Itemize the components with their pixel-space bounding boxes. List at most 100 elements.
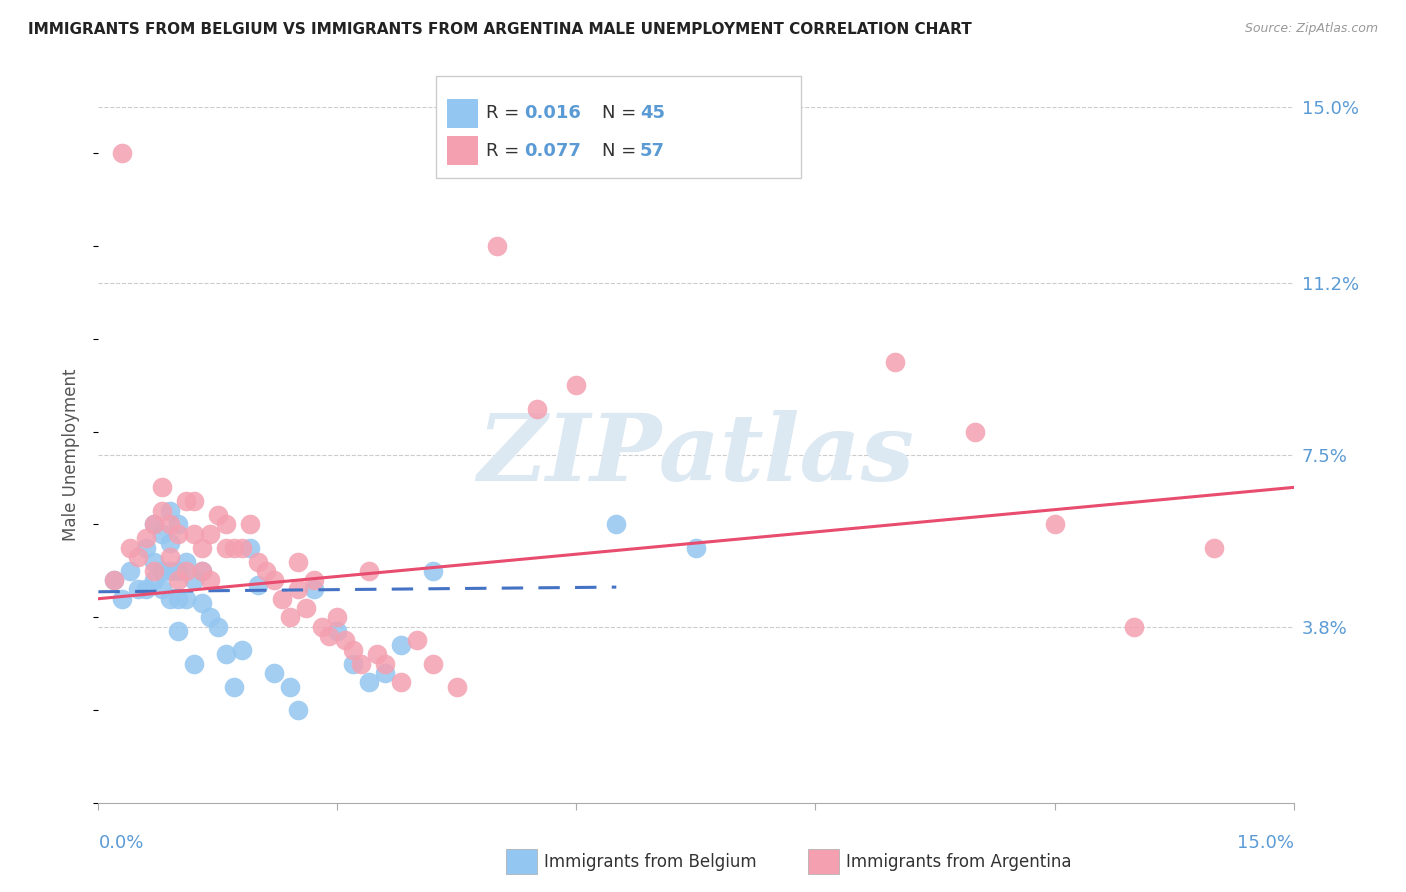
Text: ZIPatlas: ZIPatlas — [478, 410, 914, 500]
Point — [359, 675, 381, 690]
Point — [150, 582, 173, 597]
Text: 0.0%: 0.0% — [98, 834, 143, 852]
Point — [215, 648, 238, 662]
Point — [183, 494, 205, 508]
Point — [143, 555, 166, 569]
Point — [222, 680, 245, 694]
Point — [231, 541, 253, 555]
Point — [191, 541, 214, 555]
Point — [143, 517, 166, 532]
Text: 57: 57 — [640, 142, 665, 160]
Point — [287, 555, 309, 569]
Point — [150, 526, 173, 541]
Point — [246, 578, 269, 592]
Point — [159, 536, 181, 550]
Point — [159, 517, 181, 532]
Point — [191, 564, 214, 578]
Point — [263, 665, 285, 680]
Point — [963, 425, 986, 439]
Point — [183, 657, 205, 671]
Point — [127, 549, 149, 564]
Text: N =: N = — [602, 104, 641, 122]
Point — [167, 573, 190, 587]
Point — [302, 582, 325, 597]
Point — [565, 378, 588, 392]
Point — [103, 573, 125, 587]
Point — [446, 680, 468, 694]
Text: 15.0%: 15.0% — [1236, 834, 1294, 852]
Point — [150, 564, 173, 578]
Point — [278, 610, 301, 624]
Point — [127, 582, 149, 597]
Point — [159, 549, 181, 564]
Point — [263, 573, 285, 587]
Point — [143, 564, 166, 578]
Point — [374, 657, 396, 671]
Point — [191, 564, 214, 578]
Point — [215, 541, 238, 555]
Point — [159, 564, 181, 578]
Text: Immigrants from Belgium: Immigrants from Belgium — [544, 853, 756, 871]
Point — [135, 532, 157, 546]
Point — [335, 633, 357, 648]
Point — [207, 508, 229, 523]
Point — [422, 564, 444, 578]
Point — [1043, 517, 1066, 532]
Point — [326, 624, 349, 639]
Text: 0.077: 0.077 — [524, 142, 581, 160]
Point — [174, 591, 197, 606]
Point — [222, 541, 245, 555]
Point — [1123, 619, 1146, 633]
Point — [111, 591, 134, 606]
Point — [198, 573, 221, 587]
Point — [526, 401, 548, 416]
Point — [685, 541, 707, 555]
Point — [231, 642, 253, 657]
Point — [159, 503, 181, 517]
Point — [167, 624, 190, 639]
Point — [207, 619, 229, 633]
Text: N =: N = — [602, 142, 641, 160]
Text: Source: ZipAtlas.com: Source: ZipAtlas.com — [1244, 22, 1378, 36]
Point — [191, 596, 214, 610]
Point — [422, 657, 444, 671]
Point — [287, 703, 309, 717]
Point — [1202, 541, 1225, 555]
Point — [270, 591, 292, 606]
Point — [120, 564, 142, 578]
Point — [239, 517, 262, 532]
Point — [884, 355, 907, 369]
Point — [389, 638, 412, 652]
Point — [294, 601, 316, 615]
Point — [174, 564, 197, 578]
Point — [174, 555, 197, 569]
Point — [485, 239, 508, 253]
Point — [198, 610, 221, 624]
Point — [350, 657, 373, 671]
Point — [198, 526, 221, 541]
Text: 0.016: 0.016 — [524, 104, 581, 122]
Point — [174, 494, 197, 508]
Point — [254, 564, 277, 578]
Point — [287, 582, 309, 597]
Point — [278, 680, 301, 694]
Point — [406, 633, 429, 648]
Point — [342, 642, 364, 657]
Point — [167, 526, 190, 541]
Point — [103, 573, 125, 587]
Point — [239, 541, 262, 555]
Point — [150, 480, 173, 494]
Point — [167, 591, 190, 606]
Point — [167, 564, 190, 578]
Point — [359, 564, 381, 578]
Point — [167, 517, 190, 532]
Point — [135, 582, 157, 597]
Text: Immigrants from Argentina: Immigrants from Argentina — [846, 853, 1071, 871]
Text: IMMIGRANTS FROM BELGIUM VS IMMIGRANTS FROM ARGENTINA MALE UNEMPLOYMENT CORRELATI: IMMIGRANTS FROM BELGIUM VS IMMIGRANTS FR… — [28, 22, 972, 37]
Point — [311, 619, 333, 633]
Point — [374, 665, 396, 680]
Point — [150, 503, 173, 517]
Point — [389, 675, 412, 690]
Point — [143, 573, 166, 587]
Text: R =: R = — [486, 142, 526, 160]
